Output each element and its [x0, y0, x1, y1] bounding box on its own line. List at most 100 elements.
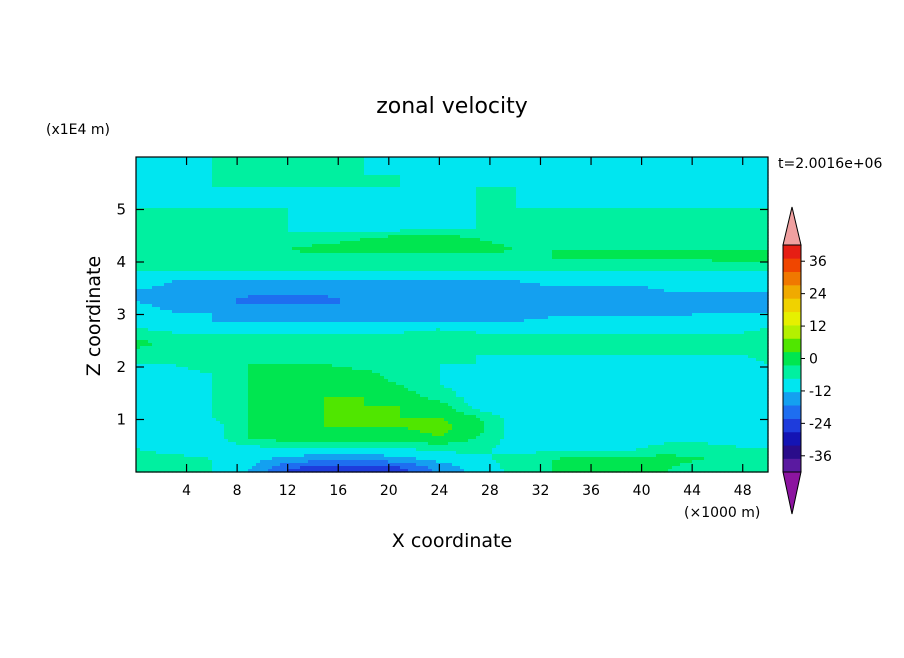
- field-cell: [408, 196, 413, 200]
- field-cell: [532, 190, 537, 194]
- field-cell: [624, 160, 629, 164]
- field-cell: [280, 184, 285, 188]
- field-cell: [704, 202, 709, 206]
- field-cell: [440, 202, 445, 206]
- field-cell: [496, 178, 501, 182]
- field-cell: [320, 187, 325, 191]
- field-cell: [180, 187, 185, 191]
- field-cell: [628, 199, 633, 203]
- field-cell: [344, 166, 349, 170]
- field-cell: [684, 157, 689, 161]
- field-cell: [228, 202, 233, 206]
- field-cell: [484, 166, 489, 170]
- field-cell: [168, 181, 173, 185]
- field-cell: [280, 166, 285, 170]
- field-cell: [500, 202, 505, 206]
- field-cell: [320, 175, 325, 179]
- field-cell: [300, 199, 305, 203]
- field-cell: [292, 166, 297, 170]
- field-cell: [576, 184, 581, 188]
- field-cell: [188, 181, 193, 185]
- field-cell: [224, 175, 229, 179]
- field-cell: [692, 172, 697, 176]
- field-cell: [524, 166, 529, 170]
- field-cell: [520, 166, 525, 170]
- field-cell: [584, 193, 589, 197]
- field-cell: [336, 169, 341, 173]
- field-cell: [232, 205, 237, 209]
- field-cell: [176, 190, 181, 194]
- field-cell: [204, 157, 209, 161]
- field-cell: [396, 160, 401, 164]
- field-cell: [764, 172, 769, 176]
- field-cell: [524, 175, 529, 179]
- field-cell: [464, 160, 469, 164]
- field-cell: [436, 169, 441, 173]
- field-cell: [200, 181, 205, 185]
- field-cell: [312, 202, 317, 206]
- field-cell: [304, 190, 309, 194]
- field-cell: [700, 169, 705, 173]
- field-cell: [580, 202, 585, 206]
- field-cell: [408, 199, 413, 203]
- field-cell: [148, 196, 153, 200]
- field-cell: [428, 199, 433, 203]
- field-cell: [488, 178, 493, 182]
- field-cell: [308, 169, 313, 173]
- field-cell: [392, 160, 397, 164]
- field-cell: [372, 202, 377, 206]
- field-cell: [256, 193, 261, 197]
- field-cell: [432, 202, 437, 206]
- field-cell: [220, 187, 225, 191]
- field-cell: [288, 184, 293, 188]
- field-cell: [456, 160, 461, 164]
- field-cell: [752, 202, 757, 206]
- field-cell: [712, 172, 717, 176]
- field-cell: [380, 157, 385, 161]
- field-cell: [172, 190, 177, 194]
- field-cell: [508, 199, 513, 203]
- field-cell: [544, 202, 549, 206]
- field-cell: [732, 157, 737, 161]
- field-cell: [188, 166, 193, 170]
- field-cell: [664, 178, 669, 182]
- field-cell: [760, 166, 765, 170]
- field-cell: [356, 160, 361, 164]
- field-cell: [312, 184, 317, 188]
- field-cell: [744, 166, 749, 170]
- field-cell: [248, 169, 253, 173]
- field-cell: [356, 187, 361, 191]
- field-cell: [168, 190, 173, 194]
- field-cell: [472, 166, 477, 170]
- field-cell: [200, 205, 205, 209]
- field-cell: [536, 202, 541, 206]
- field-cell: [644, 172, 649, 176]
- field-cell: [504, 190, 509, 194]
- field-cell: [716, 199, 721, 203]
- field-cell: [164, 166, 169, 170]
- field-cell: [424, 181, 429, 185]
- field-cell: [624, 172, 629, 176]
- field-cell: [224, 181, 229, 185]
- field-cell: [456, 178, 461, 182]
- field-cell: [376, 172, 381, 176]
- field-cell: [512, 178, 517, 182]
- field-cell: [384, 190, 389, 194]
- field-cell: [264, 166, 269, 170]
- field-cell: [168, 193, 173, 197]
- field-cell: [396, 202, 401, 206]
- field-cell: [456, 163, 461, 167]
- field-cell: [424, 172, 429, 176]
- field-cell: [528, 160, 533, 164]
- field-cell: [724, 196, 729, 200]
- field-cell: [592, 184, 597, 188]
- field-cell: [160, 184, 165, 188]
- field-cell: [468, 175, 473, 179]
- field-cell: [368, 205, 373, 209]
- field-cell: [744, 160, 749, 164]
- field-cell: [196, 199, 201, 203]
- field-cell: [384, 178, 389, 182]
- field-cell: [432, 163, 437, 167]
- field-cell: [364, 160, 369, 164]
- field-cell: [240, 172, 245, 176]
